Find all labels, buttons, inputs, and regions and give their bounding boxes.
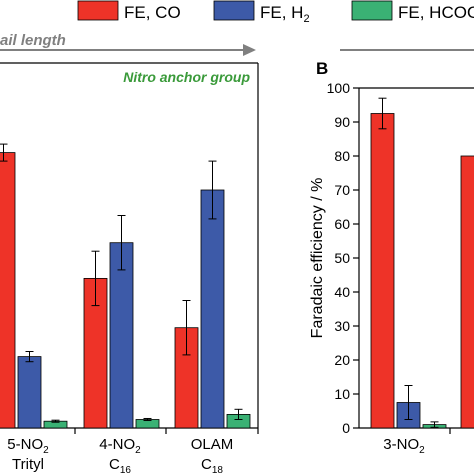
panel-b-bars [370, 97, 474, 429]
tail-length-label: ail length [0, 32, 66, 49]
error-bar [143, 417, 152, 422]
x-tick-label: 3-NO2 [383, 436, 425, 456]
error-bar [117, 215, 126, 271]
legend-swatch-hcoo [351, 0, 393, 21]
bar-fe-co-0 [0, 152, 16, 429]
error-bar [404, 385, 413, 420]
bar-partial-next-co [460, 155, 474, 429]
error-bar [430, 421, 439, 428]
bar-fe-h2-2 [200, 189, 225, 429]
tail-length-arrow [0, 44, 256, 56]
y-tick-label: 30 [334, 318, 350, 334]
panel-b-y-ticks: 0 10 20 30 40 50 60 70 80 90 100 [327, 80, 359, 436]
panel-b-x-labels: 3-NO2 [383, 428, 451, 456]
error-bar [91, 250, 100, 307]
legend-swatch-co [77, 0, 119, 21]
y-tick-label: 90 [334, 114, 350, 130]
y-tick-label: 60 [334, 216, 350, 232]
x-tick-label: OLAM [191, 436, 234, 453]
y-tick-label: 40 [334, 284, 350, 300]
legend-label-h2: FE, H2 [260, 3, 310, 25]
legend-label-co: FE, CO [124, 3, 181, 22]
x-tick-label-line2: C16 [109, 456, 131, 474]
x-tick-label-line2: C18 [201, 456, 223, 474]
y-tick-label: 80 [334, 148, 350, 164]
y-tick-label: 0 [342, 420, 350, 436]
bar-fe-h2-0 [17, 356, 42, 429]
error-bar [0, 143, 8, 162]
error-bar [378, 97, 387, 130]
legend-label-hcoo: FE, HCOO [398, 3, 474, 22]
error-bar [25, 351, 34, 363]
panel-b-y-label: Faradaic efficiency / % [309, 178, 326, 339]
panel-a-bars [0, 143, 251, 429]
error-bar [182, 300, 191, 356]
error-bar [234, 408, 243, 420]
nitro-anchor-annotation: Nitro anchor group [123, 69, 250, 85]
panel-b-letter: B [316, 59, 328, 78]
y-tick-label: 20 [334, 352, 350, 368]
error-bar [208, 160, 217, 220]
y-tick-label: 50 [334, 250, 350, 266]
y-tick-label: 100 [327, 80, 351, 96]
x-tick-label: 5-NO2 [7, 436, 49, 456]
bar-fe-co-0 [370, 113, 395, 429]
y-tick-label: 70 [334, 182, 350, 198]
y-tick-label: 10 [334, 386, 350, 402]
bar-fe-h2-1 [109, 242, 134, 429]
x-tick-label: 4-NO2 [99, 436, 141, 456]
error-bar [51, 419, 60, 423]
legend-swatch-h2 [213, 0, 255, 21]
legend: FE, CO FE, H2 FE, HCOO [77, 0, 474, 25]
x-tick-label-line2: Trityl [12, 456, 44, 473]
